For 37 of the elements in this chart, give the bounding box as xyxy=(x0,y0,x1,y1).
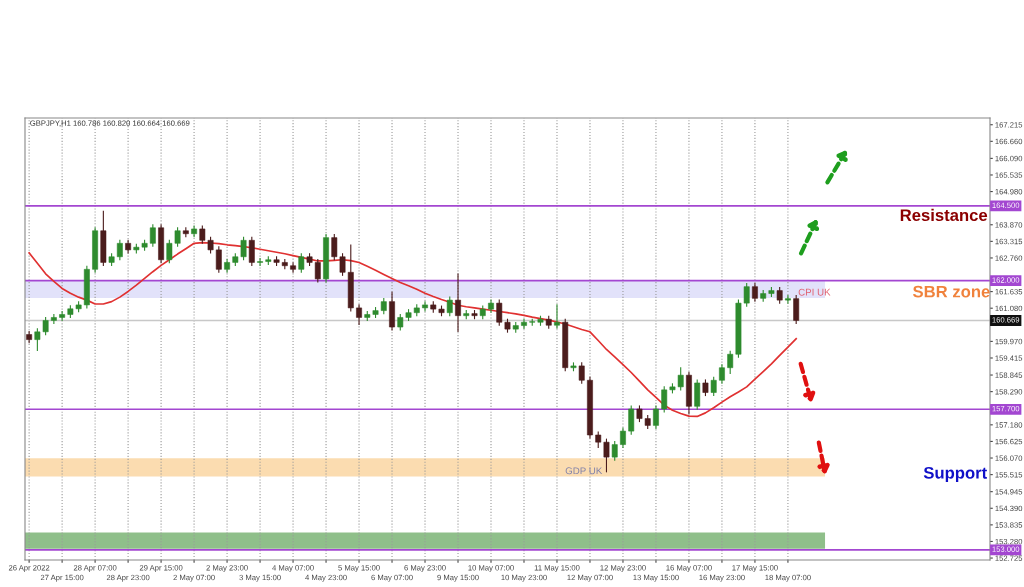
candlestick xyxy=(149,224,156,247)
candlestick xyxy=(628,405,635,435)
candlestick xyxy=(727,350,734,374)
candlestick xyxy=(446,296,453,317)
candlestick xyxy=(710,376,717,397)
candlestick xyxy=(191,225,197,238)
candlestick xyxy=(248,236,255,266)
annotation: Support xyxy=(923,466,987,483)
candlestick xyxy=(422,301,428,312)
candlestick xyxy=(215,246,222,273)
candlestick xyxy=(257,257,263,266)
candlestick xyxy=(793,295,800,325)
candlestick xyxy=(661,386,668,413)
annotation: GDP UK xyxy=(565,467,603,475)
annotation: CPI UK xyxy=(798,288,831,296)
candlestick xyxy=(26,330,33,344)
candlestick xyxy=(554,304,560,329)
annotation: SBR zone xyxy=(912,285,990,298)
candlestick xyxy=(116,239,123,261)
candlestick xyxy=(50,313,57,325)
line-series xyxy=(28,241,798,418)
annotation: Resistance xyxy=(900,208,988,222)
candlestick xyxy=(653,405,659,429)
candlestick xyxy=(611,441,618,461)
candlestick xyxy=(314,258,321,283)
candlestick xyxy=(290,262,296,273)
candlestick xyxy=(356,304,362,325)
candlestick xyxy=(719,364,725,384)
candlestick xyxy=(521,318,527,330)
candlestick xyxy=(620,427,626,449)
candlestick xyxy=(578,362,585,384)
candlestick xyxy=(488,299,494,313)
candlestick xyxy=(59,310,66,322)
candlestick xyxy=(455,273,461,333)
candlestick xyxy=(298,253,305,273)
candlestick xyxy=(694,379,701,410)
candlestick xyxy=(785,295,791,304)
